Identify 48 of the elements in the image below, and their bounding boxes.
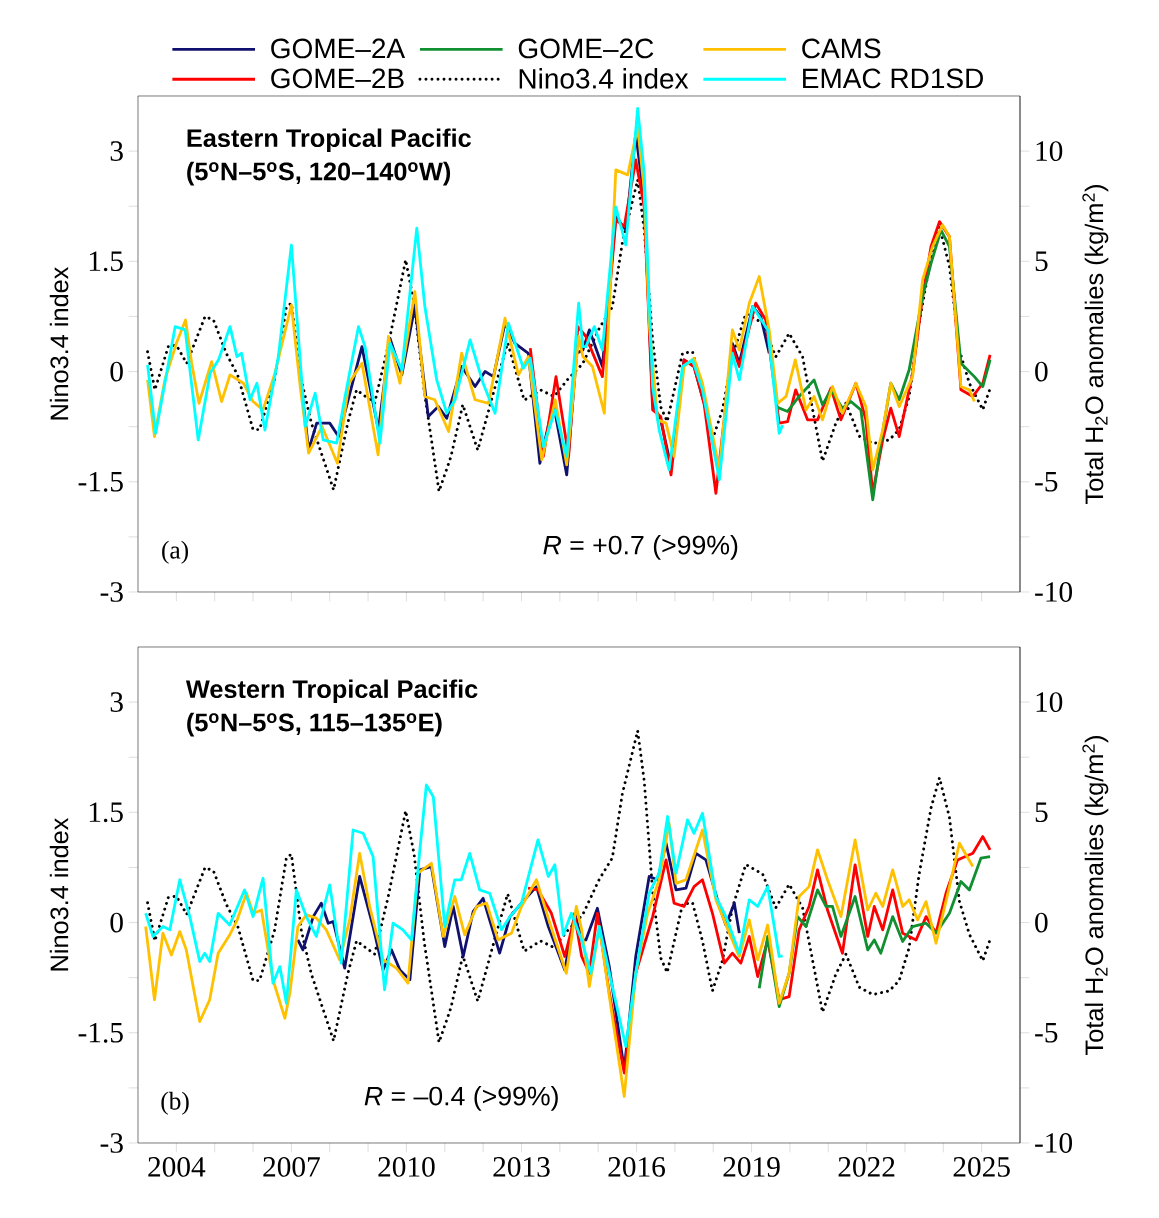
y2-tick-label: 10 <box>1036 141 1063 162</box>
annotation: R = –0.4 (>99%) <box>364 1085 558 1111</box>
y2-tick-label: 5 <box>1035 251 1048 272</box>
text: (5$^{o}$N–5$^{o}$S, 115–135$^{o}$E) <box>187 712 442 737</box>
legend-label: GOME–2B <box>271 68 404 89</box>
y2-tick-label: -5 <box>1035 472 1058 492</box>
x-tick-label: 2025 <box>953 1157 1010 1177</box>
y-tick-label: -1.5 <box>78 1022 123 1043</box>
annotation: (a) <box>162 540 188 564</box>
x-tick-label: 2013 <box>493 1157 550 1177</box>
y-axis-title: Nino3.4 index <box>49 266 69 420</box>
y2-axis-title: Total H$_{2}$O anomalies (kg/m$^{2}$) <box>1082 736 1109 1055</box>
y-tick-label: 3 <box>110 692 123 712</box>
y2-tick-label: 5 <box>1035 802 1048 823</box>
legend-label: Nino3.4 index <box>519 68 689 89</box>
text: Eastern Tropical Pacific <box>187 128 471 153</box>
y-axis-title: Nino3.4 index <box>49 817 69 971</box>
y2-axis-title: Total H$_{2}$O anomalies (kg/m$^{2}$) <box>1082 185 1109 504</box>
x-tick-label: 2019 <box>723 1157 780 1177</box>
y2-tick-label: 10 <box>1036 692 1063 713</box>
line-series <box>146 106 785 482</box>
y-tick-label: 0 <box>110 361 123 382</box>
y-tick-label: -1.5 <box>78 471 123 492</box>
y-tick-label: 3 <box>110 141 123 161</box>
x-tick-label: 2004 <box>148 1157 206 1177</box>
y-tick-label: 1.5 <box>89 802 123 823</box>
annotation: (b) <box>161 1091 189 1115</box>
y2-tick-label: 0 <box>1035 912 1048 933</box>
legend-label: GOME–2C <box>518 38 654 59</box>
x-tick-label: 2016 <box>608 1157 665 1177</box>
text: Western Tropical Pacific <box>185 679 478 704</box>
y-tick-label: 1.5 <box>89 251 123 272</box>
legend-label: GOME–2A <box>271 38 406 59</box>
y-tick-label: -3 <box>100 582 123 602</box>
y2-tick-label: -10 <box>1035 1133 1073 1153</box>
line-series <box>144 783 785 1048</box>
y2-tick-label: -5 <box>1035 1023 1058 1043</box>
y2-tick-label: -10 <box>1035 582 1073 602</box>
y-tick-label: -3 <box>100 1133 123 1153</box>
legend-label: CAMS <box>802 38 881 59</box>
x-tick-label: 2022 <box>838 1157 895 1177</box>
y-tick-label: 0 <box>110 912 123 933</box>
y2-tick-label: 0 <box>1035 361 1048 382</box>
annotation: R = +0.7 (>99%) <box>543 534 738 560</box>
x-tick-label: 2007 <box>263 1157 320 1177</box>
text: (5$^{o}$N–5$^{o}$S, 120–140$^{o}$W) <box>187 161 451 186</box>
legend-label: EMAC RD1SD <box>803 68 983 89</box>
x-tick-label: 2010 <box>378 1157 435 1177</box>
